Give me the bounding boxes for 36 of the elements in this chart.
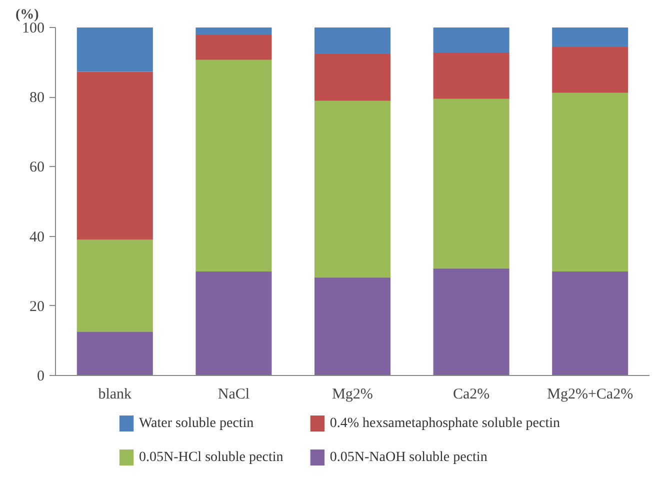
bar [314,277,391,376]
bar [552,28,628,47]
bar [552,46,628,93]
bar [314,100,391,278]
bar [433,268,510,376]
y-axis-title: (%) [16,8,40,22]
legend-label: 0.4% hexsametaphosphate soluble pectin [330,416,560,431]
y-tick-label: 0 [37,368,44,384]
x-tick-label: Mg2% [332,386,373,402]
y-tick-label: 100 [22,20,44,36]
x-tick-label: blank [98,386,132,402]
bar [433,52,510,99]
bar [552,92,628,272]
bar [76,28,153,72]
x-tick-label: NaCl [218,386,250,402]
y-tick-label: 20 [30,298,44,315]
bar [196,60,272,272]
legend-label: 0.05N-HCl soluble pectin [138,450,284,465]
bar [196,28,272,34]
bar [433,28,510,53]
bar [76,332,153,376]
y-tick-label: 40 [30,229,44,246]
bar [196,34,272,60]
x-tick-label: Ca2% [452,386,490,402]
y-tick-label: 60 [30,160,44,176]
x-tick-label: Mg2%+Ca2% [547,386,634,402]
bar [196,271,272,376]
bar [314,54,391,101]
bar [552,271,628,376]
y-tick-label: 80 [30,90,44,106]
bar [433,98,510,268]
bar [76,72,153,240]
legend-label: 0.05N-NaOH soluble pectin [330,450,488,465]
bar [314,28,391,54]
legend-label: Water soluble pectin [138,416,254,431]
bar [76,240,153,332]
